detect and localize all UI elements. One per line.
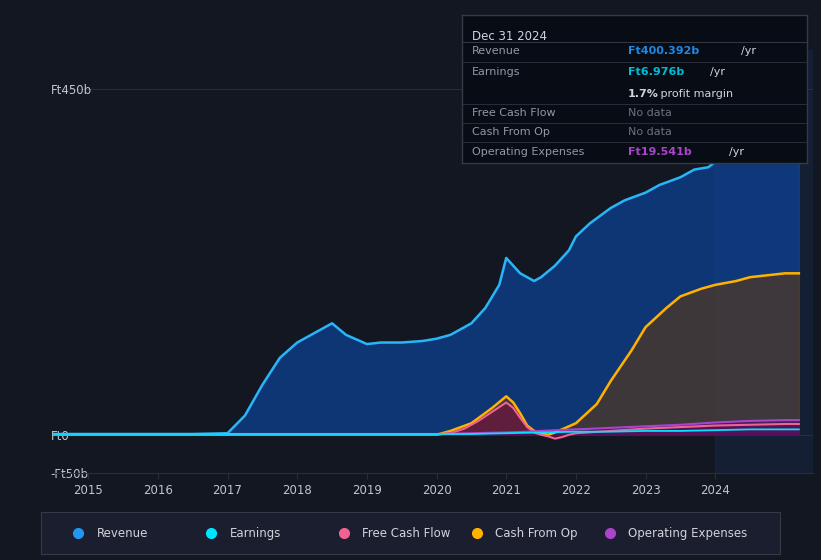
- Text: Ft19.541b: Ft19.541b: [627, 147, 691, 157]
- Text: No data: No data: [627, 128, 672, 138]
- Text: Operating Expenses: Operating Expenses: [629, 527, 748, 540]
- Bar: [715, 50, 813, 473]
- Text: profit margin: profit margin: [657, 89, 733, 99]
- Text: Operating Expenses: Operating Expenses: [472, 147, 585, 157]
- Text: Cash From Op: Cash From Op: [496, 527, 578, 540]
- Text: /yr: /yr: [741, 46, 756, 56]
- Text: Earnings: Earnings: [472, 67, 521, 77]
- Text: Ft6.976b: Ft6.976b: [627, 67, 684, 77]
- Text: Revenue: Revenue: [97, 527, 148, 540]
- Text: Free Cash Flow: Free Cash Flow: [363, 527, 451, 540]
- Text: Dec 31 2024: Dec 31 2024: [472, 30, 548, 43]
- Text: 1.7%: 1.7%: [627, 89, 658, 99]
- Text: Free Cash Flow: Free Cash Flow: [472, 108, 556, 118]
- Text: /yr: /yr: [729, 147, 745, 157]
- Text: Earnings: Earnings: [230, 527, 281, 540]
- Text: Ft400.392b: Ft400.392b: [627, 46, 699, 56]
- Text: Revenue: Revenue: [472, 46, 521, 56]
- Text: No data: No data: [627, 108, 672, 118]
- Text: Cash From Op: Cash From Op: [472, 128, 550, 138]
- Text: /yr: /yr: [710, 67, 726, 77]
